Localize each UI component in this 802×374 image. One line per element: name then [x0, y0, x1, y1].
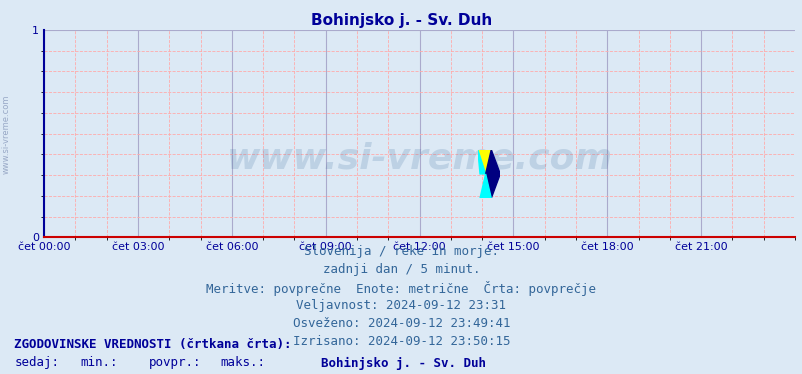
Text: Bohinjsko j. - Sv. Duh: Bohinjsko j. - Sv. Duh [310, 13, 492, 28]
Text: www.si-vreme.com: www.si-vreme.com [2, 95, 11, 174]
Polygon shape [477, 150, 491, 174]
Text: Veljavnost: 2024-09-12 23:31: Veljavnost: 2024-09-12 23:31 [296, 299, 506, 312]
Text: povpr.:: povpr.: [148, 356, 200, 370]
Text: min.:: min.: [80, 356, 118, 370]
Polygon shape [485, 150, 500, 198]
Text: www.si-vreme.com: www.si-vreme.com [226, 142, 612, 176]
Text: Bohinjsko j. - Sv. Duh: Bohinjsko j. - Sv. Duh [321, 356, 485, 370]
Text: sedaj:: sedaj: [14, 356, 59, 370]
Text: zadnji dan / 5 minut.: zadnji dan / 5 minut. [322, 263, 480, 276]
Polygon shape [480, 174, 491, 198]
Text: Slovenija / reke in morje.: Slovenija / reke in morje. [304, 245, 498, 258]
Text: ZGODOVINSKE VREDNOSTI (črtkana črta):: ZGODOVINSKE VREDNOSTI (črtkana črta): [14, 338, 292, 352]
Text: maks.:: maks.: [221, 356, 265, 370]
Polygon shape [477, 150, 485, 174]
Text: Meritve: povprečne  Enote: metrične  Črta: povprečje: Meritve: povprečne Enote: metrične Črta:… [206, 281, 596, 296]
Text: Osveženo: 2024-09-12 23:49:41: Osveženo: 2024-09-12 23:49:41 [293, 317, 509, 330]
Text: Izrisano: 2024-09-12 23:50:15: Izrisano: 2024-09-12 23:50:15 [293, 335, 509, 348]
